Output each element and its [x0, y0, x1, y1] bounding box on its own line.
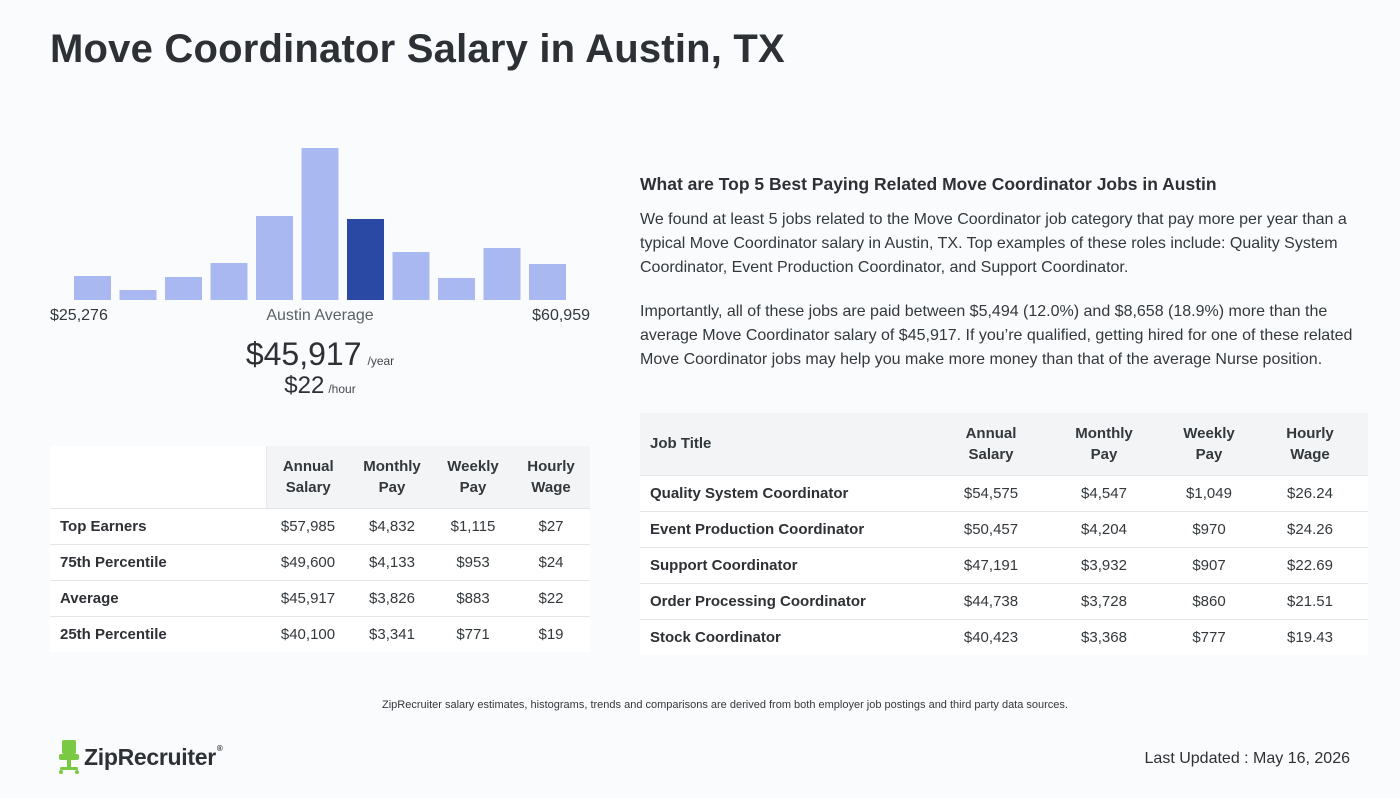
jobs-header-row: Job Title Annual Salary Monthly Pay Weekly… — [640, 413, 1368, 475]
histogram-bar — [438, 278, 475, 300]
table-row: Support Coordinator $47,191 $3,932 $907 … — [640, 546, 1368, 583]
histogram-bar — [119, 290, 157, 300]
ziprecruiter-logo[interactable]: ZipRecruiter® — [58, 740, 223, 774]
related-jobs-paragraph-1: We found at least 5 jobs related to the … — [640, 211, 1347, 276]
cell-annual: $45,917 — [266, 579, 350, 616]
table-row: 25th Percentile $40,100 $3,341 $771 $19 — [50, 615, 590, 652]
cell-hourly: $19 — [512, 615, 590, 652]
header-job-title: Job Title — [640, 413, 940, 475]
cell-annual: $50,457 — [940, 510, 1042, 547]
job-title: Support Coordinator — [640, 546, 940, 583]
header-annual-salary: Annual Salary — [266, 446, 350, 508]
cell-hourly: $27 — [512, 507, 590, 544]
related-jobs-table: Job Title Annual Salary Monthly Pay Weekly… — [640, 413, 1368, 655]
cell-monthly: $3,826 — [350, 579, 434, 616]
cell-weekly: $953 — [434, 543, 512, 580]
average-hourly: $22/hour — [50, 372, 590, 400]
histogram-bar-average — [347, 219, 384, 300]
cell-monthly: $3,341 — [350, 615, 434, 652]
percentile-header-row: Annual Salary Monthly Pay Weekly Pay Hourly… — [50, 446, 590, 508]
histogram-bar — [74, 276, 111, 300]
header-monthly-pay: Monthly Pay — [1042, 413, 1166, 475]
histogram-average-label: Austin Average — [266, 307, 374, 324]
average-annual: $45,917/year — [50, 336, 590, 373]
header-monthly-pay: Monthly Pay — [350, 446, 434, 508]
cell-monthly: $4,547 — [1042, 474, 1166, 511]
cell-hourly: $19.43 — [1252, 618, 1368, 655]
chair-icon — [59, 740, 79, 774]
header-hourly-wage: Hourly Wage — [512, 446, 590, 508]
histogram-bar — [165, 277, 202, 300]
table-row: Stock Coordinator $40,423 $3,368 $777 $1… — [640, 618, 1368, 655]
cell-annual: $47,191 — [940, 546, 1042, 583]
histogram-bar — [529, 264, 566, 300]
histogram-bar — [210, 263, 248, 300]
table-row: Top Earners $57,985 $4,832 $1,115 $27 — [50, 507, 590, 544]
histogram-bar — [301, 148, 339, 300]
data-source-disclaimer: ZipRecruiter salary estimates, histogram… — [382, 699, 1068, 711]
average-hourly-value: $22 — [284, 372, 325, 399]
job-title: Stock Coordinator — [640, 618, 940, 655]
cell-hourly: $24 — [512, 543, 590, 580]
percentile-table: Annual Salary Monthly Pay Weekly Pay Hourly… — [50, 446, 590, 652]
histogram-bar — [256, 216, 293, 300]
cell-weekly: $970 — [1166, 510, 1252, 547]
cell-monthly: $4,832 — [350, 507, 434, 544]
related-jobs-paragraph-2: Importantly, all of these jobs are paid … — [640, 303, 1353, 368]
row-label: 25th Percentile — [50, 615, 266, 652]
cell-monthly: $3,932 — [1042, 546, 1166, 583]
cell-weekly: $1,049 — [1166, 474, 1252, 511]
header-weekly-pay: Weekly Pay — [1166, 413, 1252, 475]
cell-weekly: $1,115 — [434, 507, 512, 544]
row-label: Top Earners — [50, 507, 266, 544]
logo-text: ZipRecruiter® — [84, 743, 223, 770]
salary-histogram — [50, 130, 590, 300]
cell-annual: $44,738 — [940, 582, 1042, 619]
histogram-max-label: $60,959 — [532, 307, 590, 324]
page-title: Move Coordinator Salary in Austin, TX — [50, 27, 785, 71]
header-weekly-pay: Weekly Pay — [434, 446, 512, 508]
cell-weekly: $771 — [434, 615, 512, 652]
cell-weekly: $777 — [1166, 618, 1252, 655]
cell-monthly: $4,133 — [350, 543, 434, 580]
cell-weekly: $860 — [1166, 582, 1252, 619]
related-jobs-heading: What are Top 5 Best Paying Related Move … — [640, 174, 1217, 194]
cell-hourly: $22 — [512, 579, 590, 616]
average-annual-value: $45,917 — [245, 336, 362, 372]
table-row: Quality System Coordinator $54,575 $4,54… — [640, 474, 1368, 511]
cell-hourly: $26.24 — [1252, 474, 1368, 511]
table-row: 75th Percentile $49,600 $4,133 $953 $24 — [50, 543, 590, 580]
header-hourly-wage: Hourly Wage — [1252, 413, 1368, 475]
table-row: Order Processing Coordinator $44,738 $3,… — [640, 582, 1368, 619]
row-label: Average — [50, 579, 266, 616]
header-annual-salary: Annual Salary — [940, 413, 1042, 475]
cell-monthly: $3,728 — [1042, 582, 1166, 619]
histogram-bar — [483, 248, 521, 300]
job-title: Event Production Coordinator — [640, 510, 940, 547]
average-annual-unit: /year — [367, 354, 395, 368]
cell-weekly: $907 — [1166, 546, 1252, 583]
cell-hourly: $24.26 — [1252, 510, 1368, 547]
cell-hourly: $21.51 — [1252, 582, 1368, 619]
table-row: Event Production Coordinator $50,457 $4,… — [640, 510, 1368, 547]
cell-annual: $57,985 — [266, 507, 350, 544]
histogram-min-label: $25,276 — [50, 307, 108, 324]
histogram-svg — [74, 148, 566, 300]
cell-annual: $49,600 — [266, 543, 350, 580]
cell-annual: $40,100 — [266, 615, 350, 652]
last-updated: Last Updated : May 16, 2026 — [1144, 750, 1350, 767]
cell-annual: $54,575 — [940, 474, 1042, 511]
cell-weekly: $883 — [434, 579, 512, 616]
cell-annual: $40,423 — [940, 618, 1042, 655]
table-row: Average $45,917 $3,826 $883 $22 — [50, 579, 590, 616]
average-hourly-unit: /hour — [328, 382, 356, 396]
cell-monthly: $3,368 — [1042, 618, 1166, 655]
job-title: Order Processing Coordinator — [640, 582, 940, 619]
row-label: 75th Percentile — [50, 543, 266, 580]
job-title: Quality System Coordinator — [640, 474, 940, 511]
cell-hourly: $22.69 — [1252, 546, 1368, 583]
percentile-header-blank — [50, 446, 267, 508]
histogram-bar — [392, 252, 430, 300]
cell-monthly: $4,204 — [1042, 510, 1166, 547]
